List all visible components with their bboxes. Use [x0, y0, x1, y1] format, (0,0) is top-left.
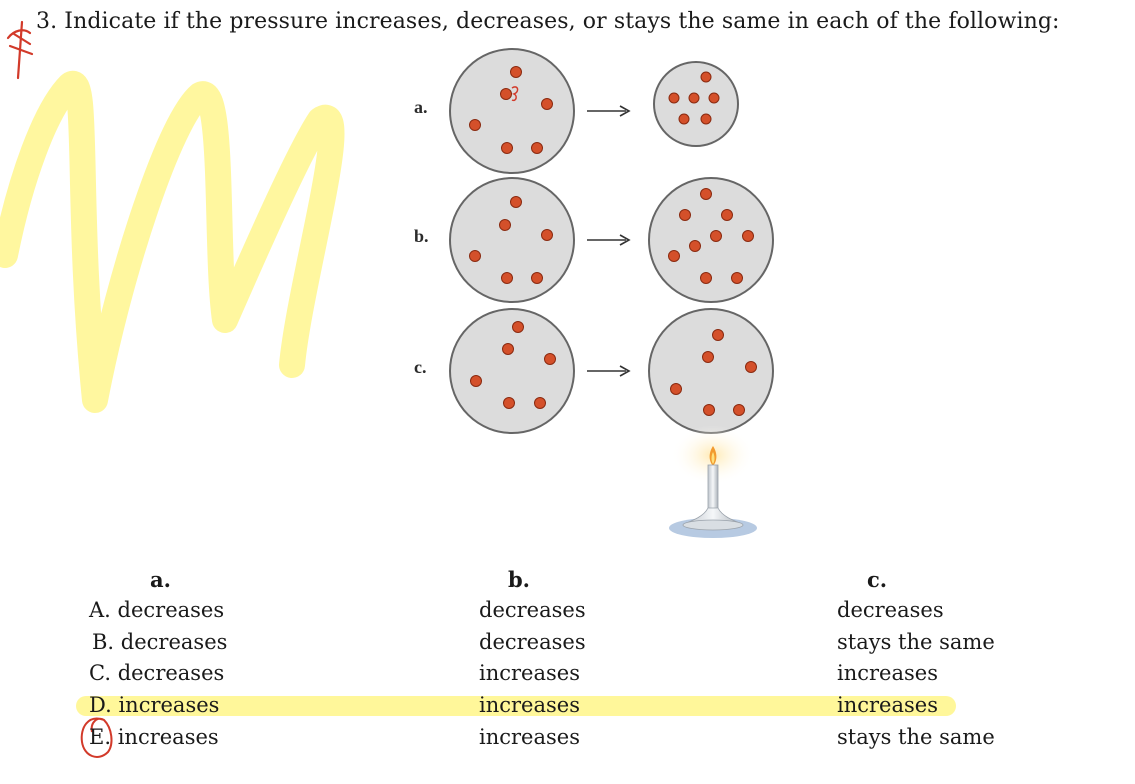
particles — [469, 196, 553, 284]
arrow-icon — [587, 365, 631, 377]
answer-choice-c[interactable]: C. decreases — [89, 661, 224, 685]
choice-b-value: increases — [479, 661, 580, 685]
answer-e-circle-mark — [80, 717, 113, 758]
choice-letter: A. — [89, 598, 111, 622]
choice-letter: D. — [89, 693, 112, 717]
answer-choice-a[interactable]: A. decreases — [89, 598, 224, 622]
choice-b-value: increases — [479, 725, 580, 749]
choice-c-value: decreases — [837, 598, 944, 622]
answer-d-highlight — [76, 696, 956, 716]
row-label-a: a. — [414, 97, 428, 117]
choice-b-value: increases — [479, 693, 580, 717]
row-label-c: c. — [414, 357, 427, 377]
burner-icon — [669, 425, 757, 538]
particles — [668, 188, 754, 284]
question-text: 3. Indicate if the pressure increases, d… — [36, 9, 1060, 34]
answer-choice-e[interactable]: E. increases — [89, 725, 219, 749]
particles — [469, 66, 553, 154]
choice-c-value: increases — [837, 693, 938, 717]
choice-a-value: increases — [118, 693, 220, 717]
question-number: 3. — [36, 9, 58, 34]
row-b-diagram — [449, 177, 774, 303]
answer-choice-b[interactable]: B. decreases — [92, 630, 227, 654]
question-prompt: Indicate if the pressure increases, decr… — [64, 9, 1060, 34]
row-a-diagram — [449, 48, 739, 174]
particles — [670, 329, 757, 416]
row-c-diagram — [449, 308, 774, 434]
choice-letter: E. — [89, 725, 112, 749]
choice-c-value: stays the same — [837, 630, 995, 654]
arrow-icon — [587, 105, 631, 117]
container-b-before — [449, 177, 575, 303]
container-b-after — [648, 177, 774, 303]
arrow-icon — [587, 234, 631, 246]
particles — [470, 321, 556, 409]
choice-c-value: stays the same — [837, 725, 995, 749]
choice-a-value: decreases — [117, 661, 225, 685]
choice-b-value: decreases — [479, 630, 586, 654]
choice-letter: C. — [89, 661, 111, 685]
answer-choice-d[interactable]: D. increases — [89, 693, 219, 717]
column-header-c: c. — [867, 567, 888, 592]
choice-letter: B. — [92, 630, 115, 654]
highlighter-scribble — [0, 70, 345, 413]
choice-b-value: decreases — [479, 598, 586, 622]
container-c-before — [449, 308, 575, 434]
column-header-a: a. — [150, 567, 171, 592]
column-header-b: b. — [508, 567, 530, 592]
container-a-after — [653, 61, 739, 147]
choice-a-value: decreases — [120, 630, 228, 654]
container-a-before — [449, 48, 575, 174]
choice-a-value: increases — [117, 725, 219, 749]
choice-c-value: increases — [837, 661, 938, 685]
choice-a-value: decreases — [117, 598, 225, 622]
particles — [668, 71, 720, 125]
ink-mark-icon — [6, 20, 34, 80]
row-label-b: b. — [414, 226, 429, 246]
